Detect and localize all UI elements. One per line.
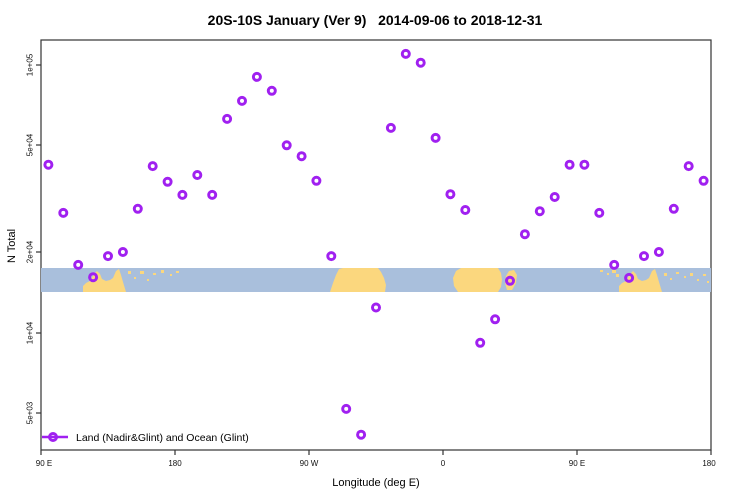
data-point [624,272,635,283]
data-point [579,159,590,170]
data-point [430,132,441,143]
y-tick-label: 1e+04 [26,321,35,344]
x-tick-label: 180 [168,459,182,468]
land-ocean-band [41,268,711,292]
data-point [192,170,203,180]
x-tick-label: 0 [441,459,446,468]
y-tick-label: 5e+04 [26,133,35,156]
data-point [549,192,560,202]
legend: Land (Nadir&Glint) and Ocean (Glint) [42,432,249,444]
y-axis-ticks: 5e+03 1e+04 2e+04 5e+04 1e+05 [26,53,41,424]
data-point [445,189,456,200]
data-point [147,161,158,172]
data-point [460,205,471,215]
plot-frame [40,39,712,451]
data-point [639,251,649,262]
data-point [609,259,620,270]
data-point [103,251,113,262]
data-point [177,189,188,200]
data-point [281,140,292,151]
data-point [385,122,396,133]
x-axis-ticks: 90 E 180 90 W 0 90 E 180 [36,450,716,468]
y-tick-label: 1e+05 [26,53,35,76]
data-point [534,206,545,217]
x-tick-label: 90 E [569,459,585,468]
data-point [266,85,277,96]
y-tick-label: 5e+03 [26,401,35,424]
data-point [296,151,307,162]
x-axis-title: Longitude (deg E) [332,477,419,489]
y-axis-title: N Total [6,229,18,263]
data-point [43,159,54,170]
x-tick-label: 90 E [36,459,52,468]
land-patch-africa [453,268,502,292]
legend-label: Land (Nadir&Glint) and Ocean (Glint) [76,432,249,444]
data-point [594,207,605,218]
data-point [132,203,143,214]
data-point [222,113,233,124]
page-title: 20S-10S January (Ver 9) 2014-09-06 to 20… [207,12,543,28]
data-point [88,272,99,283]
land-patch-island-speckles-mid [600,270,619,277]
legend-marker-sample [48,432,58,442]
data-point [58,207,69,218]
data-point [73,259,84,270]
data-point [341,403,352,414]
data-point [311,175,322,186]
land-patch-island-speckles-left [128,270,179,281]
data-point [653,247,664,257]
data-point [683,161,694,172]
data-point [490,314,501,325]
data-point [237,95,247,106]
data-point [564,159,575,170]
data-point [505,275,515,286]
data-point [162,176,173,187]
data-point [475,337,486,348]
data-point [207,189,218,200]
data-point [668,203,679,214]
data-points-layer [43,48,709,440]
data-point [415,57,426,68]
data-point [117,247,128,257]
data-point [371,302,381,313]
data-point [356,429,367,440]
data-point [698,175,709,186]
data-point [326,251,337,262]
land-patch-island-speckles-right [664,272,709,283]
x-tick-label: 180 [702,459,716,468]
data-point [400,48,411,59]
y-tick-label: 2e+04 [26,240,35,263]
data-point [251,71,262,82]
data-point [519,229,530,240]
x-tick-label: 90 W [300,459,319,468]
land-patch-south-america [330,268,386,292]
